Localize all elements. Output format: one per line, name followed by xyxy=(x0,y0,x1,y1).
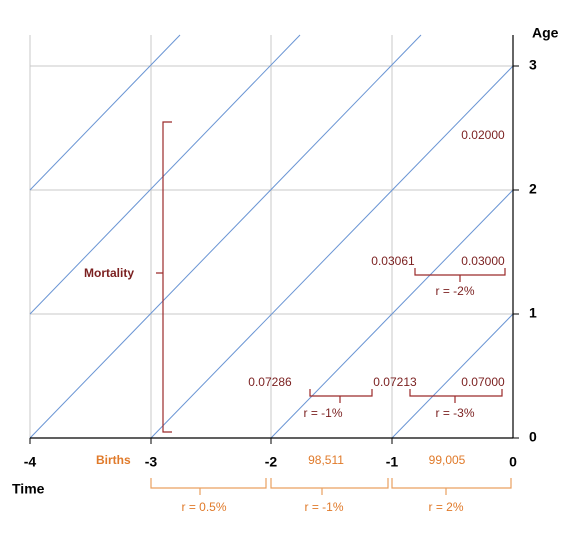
x-tick: 0 xyxy=(509,454,517,470)
growth-rate: r = -3% xyxy=(435,406,474,420)
growth-rate: r = -1% xyxy=(304,500,343,514)
bracket xyxy=(391,478,512,495)
births-count: 99,005 xyxy=(429,453,466,467)
x-tick: -2 xyxy=(265,454,278,470)
x-tick: -4 xyxy=(24,454,37,470)
bracket xyxy=(409,389,503,403)
mortality-label: Mortality xyxy=(84,266,134,280)
rate: 0.07213 xyxy=(373,375,417,389)
growth-rate: r = -2% xyxy=(435,284,474,298)
y-tick: 3 xyxy=(529,57,537,73)
axes xyxy=(29,35,519,444)
births-label: Births xyxy=(96,453,131,467)
x-tick: -1 xyxy=(386,454,399,470)
y-tick: 2 xyxy=(529,181,537,197)
rate: 0.07000 xyxy=(461,375,505,389)
bracket xyxy=(309,389,373,403)
x-tick: -3 xyxy=(145,454,158,470)
x-title: Time xyxy=(12,481,45,497)
lifelines xyxy=(29,34,514,439)
growth-rate: r = 0.5% xyxy=(181,500,226,514)
y-title: Age xyxy=(532,25,559,41)
rate: 0.03000 xyxy=(461,254,505,268)
y-tick: 0 xyxy=(529,429,537,445)
rate: 0.07286 xyxy=(248,375,292,389)
growth-rate: r = 2% xyxy=(428,500,463,514)
rate: 0.03061 xyxy=(371,254,415,268)
mortality-bracket xyxy=(156,121,172,433)
bracket xyxy=(150,478,267,495)
bracket xyxy=(270,478,389,495)
bracket xyxy=(414,268,506,282)
births-count: 98,511 xyxy=(308,453,344,467)
y-tick: 1 xyxy=(529,305,537,321)
growth-rate: r = -1% xyxy=(303,406,342,420)
rate: 0.02000 xyxy=(461,128,505,142)
